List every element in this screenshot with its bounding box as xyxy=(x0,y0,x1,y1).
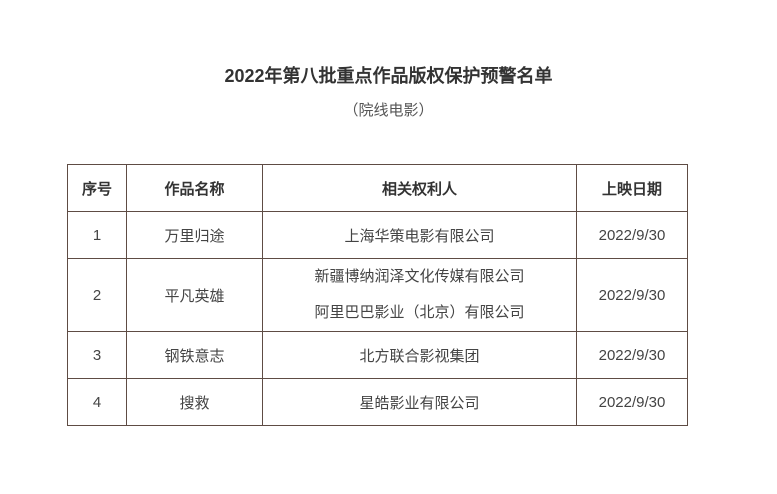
cell-owners: 新疆博纳润泽文化传媒有限公司 阿里巴巴影业（北京）有限公司 xyxy=(262,258,577,332)
table-row: 2 平凡英雄 新疆博纳润泽文化传媒有限公司 阿里巴巴影业（北京）有限公司 202… xyxy=(67,258,688,332)
page-title: 2022年第八批重点作品版权保护预警名单 xyxy=(224,66,553,86)
header-no: 序号 xyxy=(67,164,127,212)
cell-name: 平凡英雄 xyxy=(126,258,263,332)
cell-no: 2 xyxy=(67,258,127,332)
table-row: 4 搜救 星皓影业有限公司 2022/9/30 xyxy=(67,378,688,426)
cell-owners: 上海华策电影有限公司 xyxy=(262,211,577,259)
cell-no: 4 xyxy=(67,378,127,426)
owner-line: 新疆博纳润泽文化传媒有限公司 xyxy=(314,268,525,285)
cell-no: 3 xyxy=(67,331,127,379)
cell-owners: 北方联合影视集团 xyxy=(262,331,577,379)
cell-owners: 星皓影业有限公司 xyxy=(262,378,577,426)
owner-line: 阿里巴巴影业（北京）有限公司 xyxy=(314,304,525,321)
header-name: 作品名称 xyxy=(126,164,263,212)
cell-no: 1 xyxy=(67,211,127,259)
table-row: 3 钢铁意志 北方联合影视集团 2022/9/30 xyxy=(67,331,688,379)
cell-name: 搜救 xyxy=(126,378,263,426)
cell-date: 2022/9/30 xyxy=(576,378,688,426)
page-subtitle: （院线电影） xyxy=(343,102,434,119)
cell-date: 2022/9/30 xyxy=(576,258,688,332)
warning-list-table: 序号 作品名称 相关权利人 上映日期 1 万里归途 上海华策电影有限公司 202… xyxy=(67,164,688,426)
cell-date: 2022/9/30 xyxy=(576,331,688,379)
header-owners: 相关权利人 xyxy=(262,164,577,212)
table-row: 1 万里归途 上海华策电影有限公司 2022/9/30 xyxy=(67,211,688,259)
table-header-row: 序号 作品名称 相关权利人 上映日期 xyxy=(67,164,688,212)
header-date: 上映日期 xyxy=(576,164,688,212)
cell-date: 2022/9/30 xyxy=(576,211,688,259)
cell-name: 万里归途 xyxy=(126,211,263,259)
cell-name: 钢铁意志 xyxy=(126,331,263,379)
